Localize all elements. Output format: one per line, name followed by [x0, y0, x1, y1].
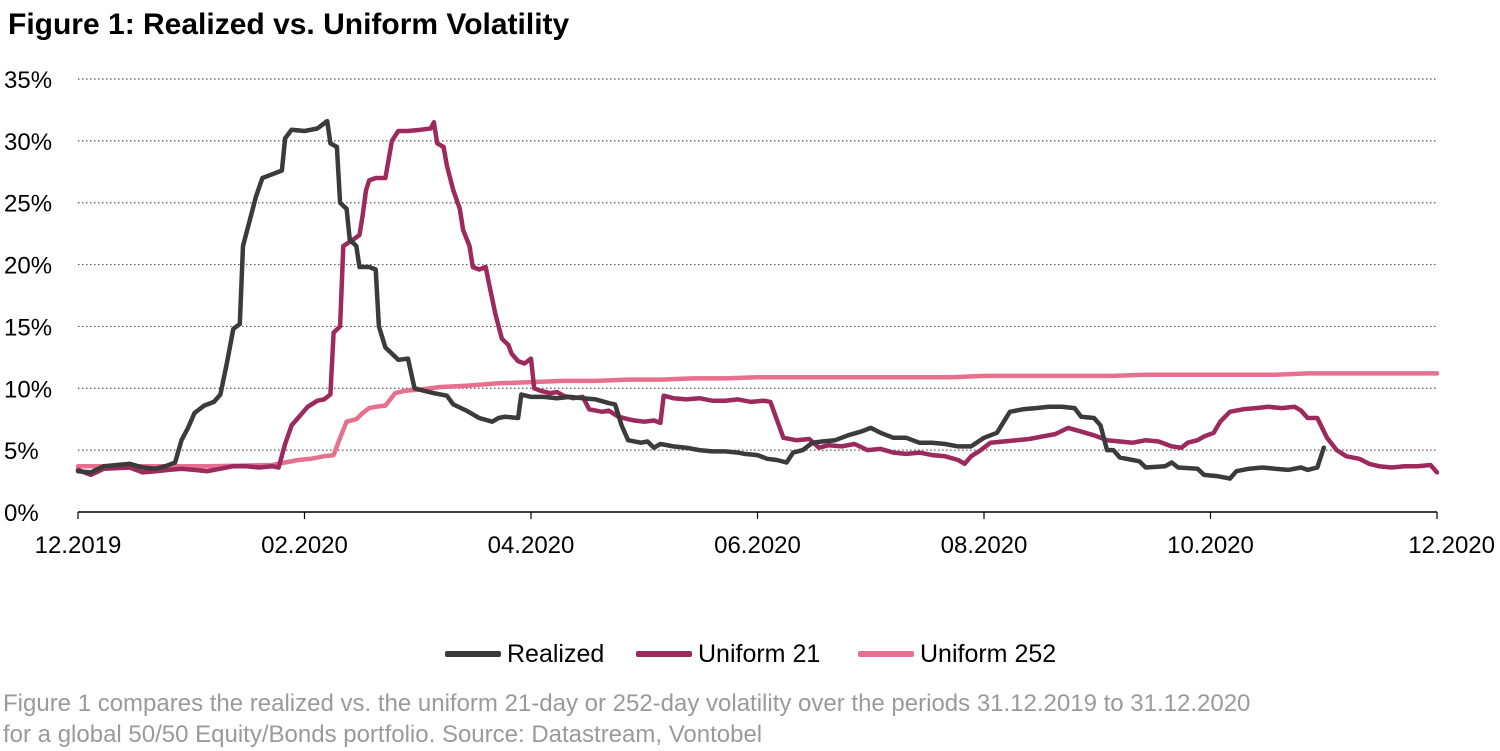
legend-label-uniform-252: Uniform 252 — [920, 639, 1057, 668]
line-chart: 0% 5% 10% 15% 20% 25% 30% 35% 12.2019 02.2020 04.… — [4, 67, 1495, 559]
x-tick-label: 06.2020 — [714, 532, 801, 559]
legend-swatch-uniform-21 — [636, 651, 692, 657]
y-tick-label: 15% — [4, 314, 52, 341]
caption-line-1: Figure 1 compares the realized vs. the u… — [3, 690, 1251, 717]
x-axis-ticks: 12.2019 02.2020 04.2020 06.2020 08.2020 10.20… — [35, 512, 1495, 559]
y-tick-label: 0% — [4, 500, 39, 527]
legend-swatch-uniform-252 — [858, 651, 914, 657]
legend-item-realized: Realized — [445, 636, 604, 672]
legend-item-uniform-21: Uniform 21 — [636, 636, 820, 672]
x-tick-label: 12.2020 — [1408, 532, 1495, 559]
y-axis-ticks: 0% 5% 10% 15% 20% 25% 30% 35% — [4, 67, 52, 527]
caption-line-2: for a global 50/50 Equity/Bonds portfoli… — [3, 721, 763, 748]
x-tick-label: 08.2020 — [941, 532, 1028, 559]
x-tick-label: 12.2019 — [35, 532, 122, 559]
legend-item-uniform-252: Uniform 252 — [858, 636, 1056, 672]
y-tick-label: 5% — [4, 438, 39, 465]
chart-title: Figure 1: Realized vs. Uniform Volatilit… — [8, 8, 570, 41]
y-tick-label: 30% — [4, 129, 52, 156]
series-line-realized — [75, 118, 1327, 481]
series-lines — [75, 118, 1440, 481]
y-tick-label: 20% — [4, 253, 52, 280]
legend: Realized Uniform 21 Uniform 252 — [0, 636, 1500, 672]
y-tick-label: 10% — [4, 376, 52, 403]
series-line-uniform-21 — [75, 120, 1440, 478]
series-line-uniform-252 — [75, 371, 1440, 469]
gridlines — [78, 78, 1437, 451]
y-tick-label: 25% — [4, 191, 52, 218]
legend-label-uniform-21: Uniform 21 — [698, 639, 821, 668]
y-tick-label: 35% — [4, 67, 52, 94]
figure-caption: Figure 1 compares the realized vs. the u… — [3, 688, 1493, 750]
x-tick-label: 02.2020 — [261, 532, 348, 559]
x-tick-label: 04.2020 — [488, 532, 575, 559]
x-tick-label: 10.2020 — [1167, 532, 1254, 559]
legend-swatch-realized — [445, 651, 501, 657]
legend-label-realized: Realized — [507, 639, 605, 668]
